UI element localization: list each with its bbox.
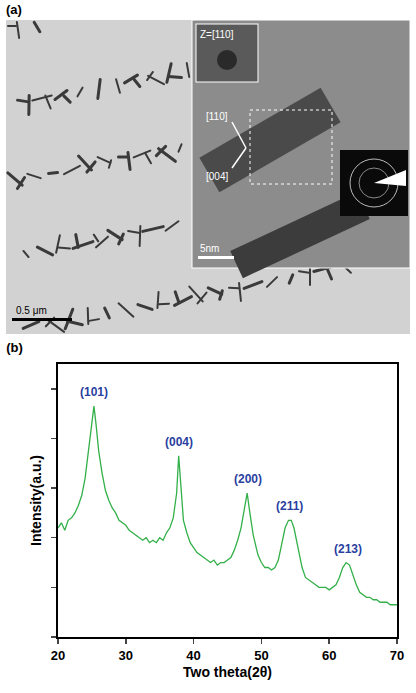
svg-text:Z=[110]: Z=[110] bbox=[200, 29, 234, 40]
svg-text:(200): (200) bbox=[234, 472, 262, 486]
svg-text:Intensity(a.u.): Intensity(a.u.) bbox=[28, 455, 44, 546]
svg-text:(101): (101) bbox=[80, 385, 108, 399]
svg-text:0.5 μm: 0.5 μm bbox=[16, 305, 47, 316]
svg-text:30: 30 bbox=[119, 648, 133, 663]
svg-text:(004): (004) bbox=[165, 435, 193, 449]
svg-text:20: 20 bbox=[51, 648, 65, 663]
svg-text:(b): (b) bbox=[6, 340, 23, 355]
svg-text:60: 60 bbox=[322, 648, 336, 663]
svg-text:(213): (213) bbox=[334, 542, 362, 556]
svg-text:50: 50 bbox=[254, 648, 268, 663]
svg-text:5nm: 5nm bbox=[200, 243, 219, 254]
svg-text:Two theta(2θ): Two theta(2θ) bbox=[183, 664, 272, 680]
svg-text:70: 70 bbox=[390, 648, 404, 663]
svg-text:40: 40 bbox=[186, 648, 200, 663]
svg-text:(211): (211) bbox=[276, 499, 303, 513]
svg-text:(a): (a) bbox=[6, 2, 22, 17]
svg-text:[110]: [110] bbox=[206, 111, 228, 122]
svg-text:[004]: [004] bbox=[206, 171, 228, 182]
